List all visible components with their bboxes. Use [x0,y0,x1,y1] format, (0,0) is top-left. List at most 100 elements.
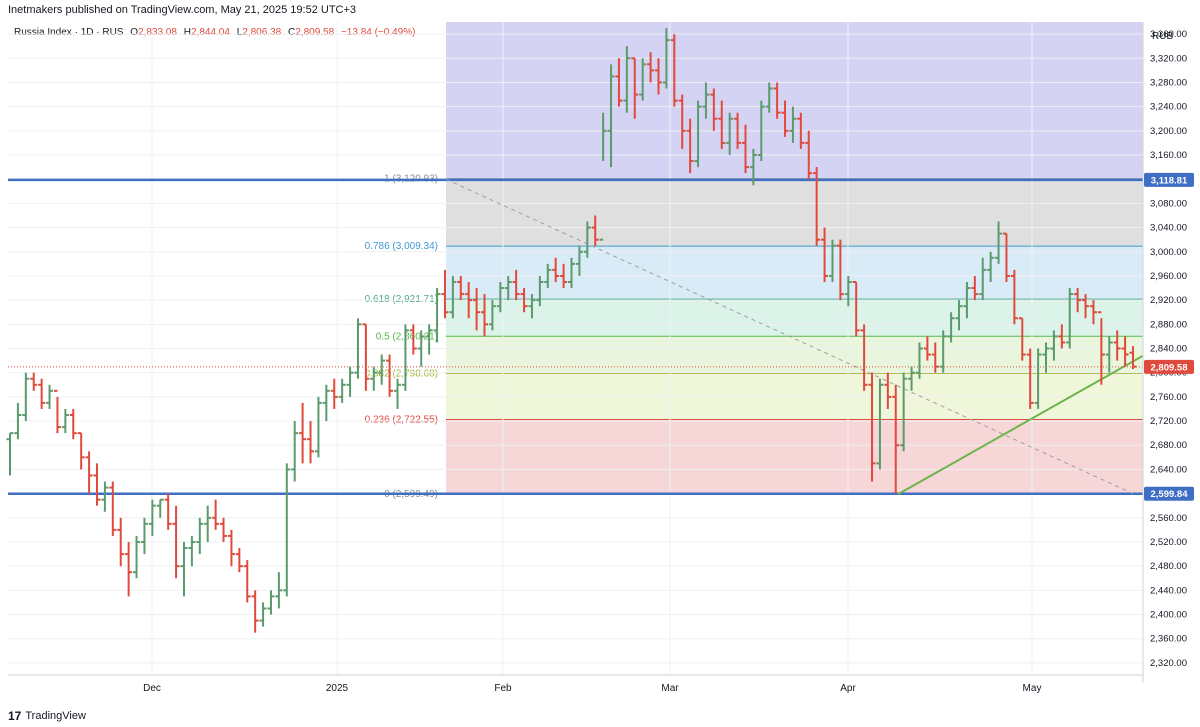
fib-level-label: 0 (2,599.49) [384,489,438,500]
fib-zone [446,336,1143,374]
ohlc-bar [512,269,520,301]
ohlc-bar [876,378,884,470]
ohlc-bar [1002,232,1010,282]
tradingview-footer[interactable]: 17 TradingView [8,709,86,723]
tradingview-brand: TradingView [25,710,86,722]
ohlc-bar [275,572,283,609]
ohlc-bar [1089,300,1097,325]
ohlc-bar [718,100,726,149]
ohlc-bar [583,221,591,258]
ohlc-bar [196,517,204,555]
price-tag-bg [1144,486,1194,501]
ohlc-bar [726,112,734,156]
ohlc-bar [38,378,46,409]
ohlc-bar [1129,346,1137,370]
ohlc-bar [354,318,362,379]
dashed-trendline [445,178,1134,495]
y-tick-label: 2,560.00 [1150,513,1187,524]
ohlc-bar [465,281,473,319]
fib-level-label: 0.618 (2,921.71) [365,294,438,305]
ohlc-bar [409,324,417,355]
drawings[interactable] [8,178,1144,496]
ohlc-bar [299,402,307,464]
ohlc-bar [1018,317,1026,361]
y-tick-label: 2,680.00 [1150,440,1187,451]
y-tick-label: 2,320.00 [1150,658,1187,669]
y-tick-label: 2,760.00 [1150,392,1187,403]
ohlc-bar [765,82,773,113]
y-tick-label: 2,600.00 [1150,489,1187,500]
ohlc-bar [900,372,908,452]
ohlc-bar [504,275,512,301]
ohlc-bar [654,58,662,95]
price-bars [6,28,1137,633]
ohlc-bar [1113,330,1121,361]
ohlc-bar [117,517,125,567]
ohlc-bar [14,402,22,440]
x-tick-label: Mar [661,683,679,694]
ohlc-bar [496,281,504,313]
ohlc-bar [591,215,599,246]
ohlc-bar [330,378,338,409]
ohlc-bar [599,112,607,241]
ohlc-bar [662,28,670,89]
ohlc-bar [30,372,38,391]
x-tick-label: Apr [840,683,856,694]
ohlc-bar [133,535,141,579]
ohlc-bar [488,300,496,331]
ohlc-bar [386,354,394,397]
ohlc-bar [757,100,765,162]
ohlc-bar [749,148,757,186]
ohlc-bar [1097,311,1105,385]
ohlc-bar [283,463,291,597]
symbol-legend: Russia Index · 1D · RUS O2,833.08 H2,844… [14,27,415,38]
ohlc-bar [401,324,409,391]
x-tick-label: 2025 [326,683,349,694]
open-value: 2,833.08 [138,27,177,38]
price-tag-bg [1144,359,1194,374]
fib-level-label: 1 (3,120.93) [384,174,438,185]
ohlc-bar [172,505,180,579]
ohlc-bar [1026,348,1034,409]
ohlc-bar [995,221,1003,264]
ohlc-bar [481,294,489,337]
x-tick-label: Dec [143,683,161,694]
ohlc-bar [623,46,631,113]
ohlc-bar [979,257,987,301]
ohlc-bar [164,493,172,530]
change-value: −13.84 (−0.49%) [340,27,416,38]
y-tick-label: 2,520.00 [1150,537,1187,548]
ohlc-bar [947,312,955,343]
y-tick-label: 2,400.00 [1150,610,1187,621]
publisher-line: Inetmakers published on TradingView.com,… [8,4,357,16]
low-label: L [236,27,243,38]
y-tick-label: 2,960.00 [1150,271,1187,282]
ohlc-bar [631,57,639,119]
ohlc-bar [963,281,971,319]
fib-level-label: 0.382 (2,798.68) [365,368,438,379]
ohlc-bar [647,52,655,83]
x-tick-label: May [1023,683,1042,694]
ohlc-bar [575,245,583,276]
ohlc-bar [813,167,821,246]
ohlc-bar [1121,336,1129,367]
fib-zone [446,299,1143,337]
ohlc-bar [204,505,212,542]
fib-zone [446,178,1143,247]
ohlc-bar [457,275,465,301]
y-tick-label: 2,880.00 [1150,319,1187,330]
ohlc-bar [180,541,188,597]
ohlc-bar [322,384,330,422]
fibonacci-retracement[interactable]: 1 (3,120.93) 0.786 (3,009.34) 0.618 (2,921… [365,22,1143,500]
ohlc-bar [22,372,30,422]
ohlc-bar [781,100,789,137]
ohlc-bar [1034,348,1042,409]
ohlc-bar [1050,330,1058,361]
y-tick-label: 2,440.00 [1150,585,1187,596]
tradingview-logo-icon: 17 [8,709,22,723]
ohlc-bar [227,529,235,567]
ohlc-bar [6,432,14,476]
ohlc-bar [734,112,742,149]
ohlc-bar [109,481,117,536]
